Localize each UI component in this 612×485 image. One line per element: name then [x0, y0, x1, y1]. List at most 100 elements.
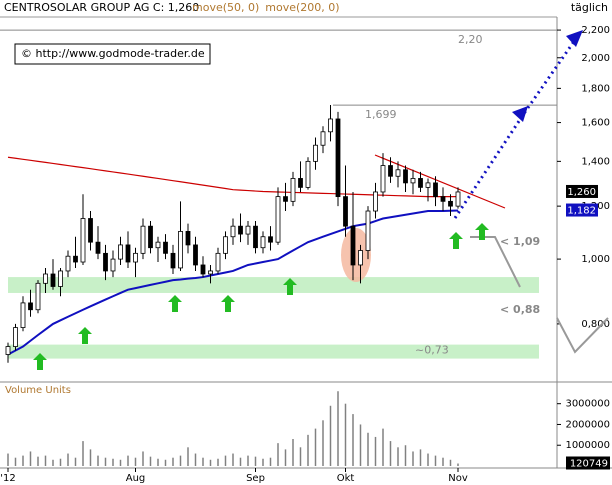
candle-body	[388, 165, 393, 177]
candle-body	[178, 231, 183, 269]
candle-body	[328, 118, 333, 133]
volume-tag	[566, 456, 610, 470]
price-tag-label: 1,260	[567, 187, 596, 198]
x-tick-label: Nov	[448, 473, 468, 484]
candle-body	[20, 302, 26, 328]
candle-body	[275, 196, 281, 243]
legend-entry: move(200, 0)	[265, 1, 339, 14]
chart-title: CENTROSOLAR GROUP AG C: 1,260	[4, 1, 199, 14]
up-arrow	[221, 295, 235, 312]
candle-body	[373, 191, 378, 212]
up-arrow	[168, 295, 182, 312]
target-label: ~0,73	[415, 344, 449, 357]
candle-body	[253, 225, 258, 249]
target-label: < 0,88	[500, 303, 540, 316]
candle-body	[455, 191, 461, 207]
candle-body	[185, 231, 191, 246]
up-arrow	[475, 223, 489, 240]
candle-body	[28, 302, 33, 311]
projection-down	[556, 317, 609, 354]
candle-body	[343, 196, 348, 227]
candle-body	[208, 270, 213, 275]
candle-body	[305, 160, 311, 188]
price-tag	[566, 184, 598, 198]
candle-body	[320, 131, 326, 146]
candle-body	[223, 236, 228, 254]
y-tick-label: 1,000	[581, 254, 610, 265]
up-arrow	[33, 353, 47, 370]
candle-body	[35, 282, 41, 311]
up-arrow	[78, 327, 92, 344]
candle-body	[50, 273, 56, 287]
projection-down	[470, 236, 521, 288]
candle-body	[110, 258, 116, 272]
candle-body	[133, 252, 138, 263]
candle-body	[440, 196, 446, 202]
trend-line	[374, 154, 506, 209]
price-tag	[566, 203, 598, 217]
candle-body	[200, 264, 206, 275]
y-tick-label: 1,600	[581, 118, 610, 129]
support-zone	[8, 277, 539, 293]
candle-body	[148, 225, 153, 249]
volume-tag-label: 120749	[570, 458, 608, 469]
candle-body	[410, 178, 416, 184]
price-tag-label: 1,182	[567, 206, 596, 217]
copyright-box	[14, 43, 211, 65]
candle-body	[118, 244, 123, 260]
x-tick-label: Aug	[126, 473, 146, 484]
highlight	[341, 228, 371, 282]
candle-body	[245, 225, 251, 235]
candle-body	[433, 182, 438, 198]
candle-body	[13, 327, 18, 347]
candle-body	[350, 225, 356, 266]
candle-body	[290, 178, 296, 202]
candle-body	[298, 178, 303, 188]
candle-body	[380, 165, 386, 193]
level-label: 1,699	[365, 108, 397, 121]
y-tick-label: 1,800	[581, 83, 610, 94]
level-label: 2,20	[458, 33, 483, 46]
candle-body	[365, 210, 371, 251]
candle-body	[193, 244, 198, 266]
ma-line	[7, 209, 459, 356]
candle-body	[140, 225, 146, 254]
candle-body	[425, 182, 431, 188]
legend-entry: move(50, 0)	[192, 1, 259, 14]
candle-body	[58, 270, 63, 287]
candle-body	[418, 178, 423, 188]
candle-body	[43, 273, 48, 284]
projection-up	[453, 39, 577, 219]
candle-body	[403, 169, 408, 184]
x-tick-label: Sep	[246, 473, 265, 484]
period-label: täglich	[571, 1, 608, 14]
candle-body	[215, 252, 221, 272]
y-tick-label: 2,000	[581, 53, 610, 64]
arrowhead	[566, 30, 583, 47]
candle-body	[103, 252, 108, 272]
candle-body	[238, 225, 243, 235]
candle-body	[65, 255, 71, 272]
candle-body	[95, 241, 101, 254]
candle-body	[5, 346, 11, 355]
candle-body	[80, 218, 86, 263]
y-tick-label: 2000000	[565, 419, 610, 430]
x-tick-label: Okt	[337, 473, 355, 484]
candle-body	[155, 241, 161, 249]
copyright: © http://www.godmode-trader.de	[21, 47, 205, 60]
x-tick-label: '12	[0, 473, 15, 484]
candle-body	[268, 236, 273, 243]
candle-body	[358, 250, 363, 266]
support-zone	[8, 344, 539, 359]
candle-body	[260, 236, 266, 249]
candle-body	[313, 144, 318, 162]
up-arrow	[283, 278, 297, 295]
y-tick-label: 2,200	[581, 25, 610, 36]
candle-body	[88, 218, 93, 243]
candle-body	[335, 118, 341, 198]
candle-body	[230, 225, 236, 238]
candle-body	[125, 244, 131, 263]
volume-title: Volume Units	[5, 385, 71, 396]
arrowhead	[512, 106, 528, 122]
